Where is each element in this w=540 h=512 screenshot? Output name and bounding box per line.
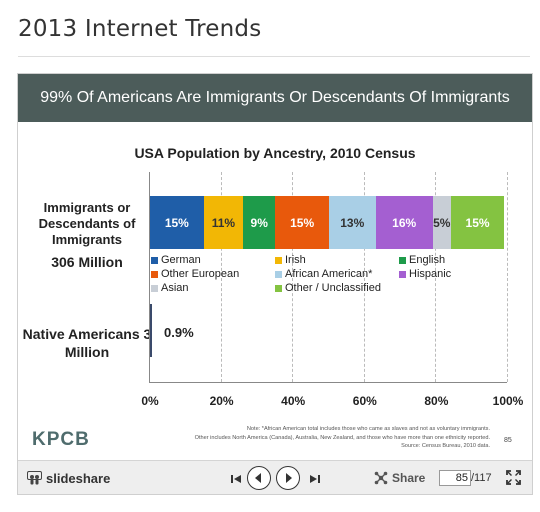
- x-tick-label: 100%: [492, 394, 524, 408]
- slideshare-wordmark[interactable]: slideshare: [46, 471, 111, 486]
- legend-label: German: [161, 254, 201, 266]
- legend-swatch: [275, 270, 282, 278]
- x-tick-label: 0%: [141, 394, 159, 408]
- prev-slide-button[interactable]: [247, 466, 271, 490]
- bar-segment-german: 15%: [150, 196, 204, 249]
- slideshare-embed: 99% Of Americans Are Immigrants Or Desce…: [17, 73, 533, 495]
- bar-native-americans: [149, 304, 152, 357]
- legend-item-hispanic: Hispanic: [399, 267, 489, 281]
- legend-item-english: English: [399, 253, 489, 267]
- gridline: [363, 172, 365, 382]
- x-tick-label: 60%: [352, 394, 377, 408]
- gridline: [220, 172, 222, 382]
- gridline: [292, 172, 294, 382]
- immigrants-count-label: 306 Million: [51, 254, 123, 270]
- next-slide-icon: [286, 473, 292, 483]
- page-number-input[interactable]: [439, 470, 471, 486]
- legend-label: English: [409, 254, 446, 266]
- note-line: Note: *African American total includes t…: [246, 426, 490, 432]
- x-tick-label: 20%: [209, 394, 234, 408]
- kpcb-logo: KPCB: [32, 429, 90, 450]
- prev-slide-icon: [255, 473, 261, 483]
- slide-header: 99% Of Americans Are Immigrants Or Desce…: [18, 74, 532, 122]
- immigrants-label: Immigrants or Descendants of Immigrants: [38, 200, 136, 247]
- legend-item-asian: Asian: [151, 281, 275, 295]
- note-line: Other includes North America (Canada), A…: [194, 434, 490, 441]
- legend-label: Other European: [161, 268, 240, 280]
- legend-swatch: [275, 256, 282, 264]
- bar-segment-asian: 5%: [432, 196, 451, 249]
- legend-item-german: German: [151, 253, 275, 267]
- legend-item-other-european: Other European: [151, 267, 275, 281]
- page-total: /117: [471, 472, 492, 484]
- legend-swatch: [151, 256, 158, 264]
- gridline: [435, 172, 437, 382]
- legend-label: Asian: [161, 282, 189, 294]
- share-icon[interactable]: [374, 471, 388, 485]
- bar-segment-english: 9%: [243, 196, 276, 249]
- bar-segment-irish: 11%: [203, 196, 244, 249]
- fullscreen-icon[interactable]: [506, 470, 521, 485]
- gridline: [507, 172, 508, 382]
- slideshare-logo-icon[interactable]: [27, 471, 42, 485]
- page-title: 2013 Internet Trends: [18, 16, 262, 42]
- legend-label: Other / Unclassified: [285, 282, 381, 294]
- bar-segment-other-unclassified: 15%: [450, 196, 505, 249]
- legend-item-african-american: African American*: [275, 267, 399, 281]
- legend-swatch: [399, 270, 406, 278]
- chart-legend: German Irish English Other European Afri…: [151, 253, 491, 295]
- y-axis-line: [149, 172, 150, 382]
- legend-swatch: [151, 270, 158, 278]
- legend-swatch: [275, 284, 282, 292]
- note-line: Source: Census Bureau, 2010 data.: [401, 443, 490, 449]
- slide-body: USA Population by Ancestry, 2010 Census …: [18, 122, 532, 460]
- next-slide-button[interactable]: [276, 466, 300, 490]
- slide-number: 85: [504, 437, 512, 444]
- x-tick-label: 40%: [281, 394, 306, 408]
- legend-swatch: [399, 256, 406, 264]
- native-americans-label: Native Americans 3 Million: [22, 326, 152, 360]
- title-divider: [18, 56, 530, 57]
- bar-segment-hispanic: 16%: [375, 196, 433, 249]
- share-button[interactable]: Share: [392, 471, 426, 485]
- chart-title: USA Population by Ancestry, 2010 Census: [134, 145, 416, 161]
- x-tick-label: 80%: [424, 394, 449, 408]
- bar-segment-african-american: 13%: [329, 196, 376, 249]
- legend-label: Hispanic: [409, 268, 452, 280]
- legend-swatch: [151, 284, 158, 292]
- player-toolbar: slideshare Share: [18, 460, 532, 494]
- last-slide-icon[interactable]: [309, 473, 321, 485]
- legend-label: Irish: [285, 254, 306, 266]
- first-slide-icon[interactable]: [230, 473, 242, 485]
- slide-notes: Note: *African American total includes t…: [138, 425, 490, 451]
- bar-segment-other-european: 15%: [275, 196, 329, 249]
- legend-item-irish: Irish: [275, 253, 399, 267]
- x-axis-line: [149, 382, 507, 383]
- legend-label: African American*: [285, 268, 373, 280]
- bar-label-native-americans: 0.9%: [164, 325, 194, 340]
- legend-item-other-unclassified: Other / Unclassified: [275, 281, 399, 295]
- slide-header-text: 99% Of Americans Are Immigrants Or Desce…: [40, 89, 510, 106]
